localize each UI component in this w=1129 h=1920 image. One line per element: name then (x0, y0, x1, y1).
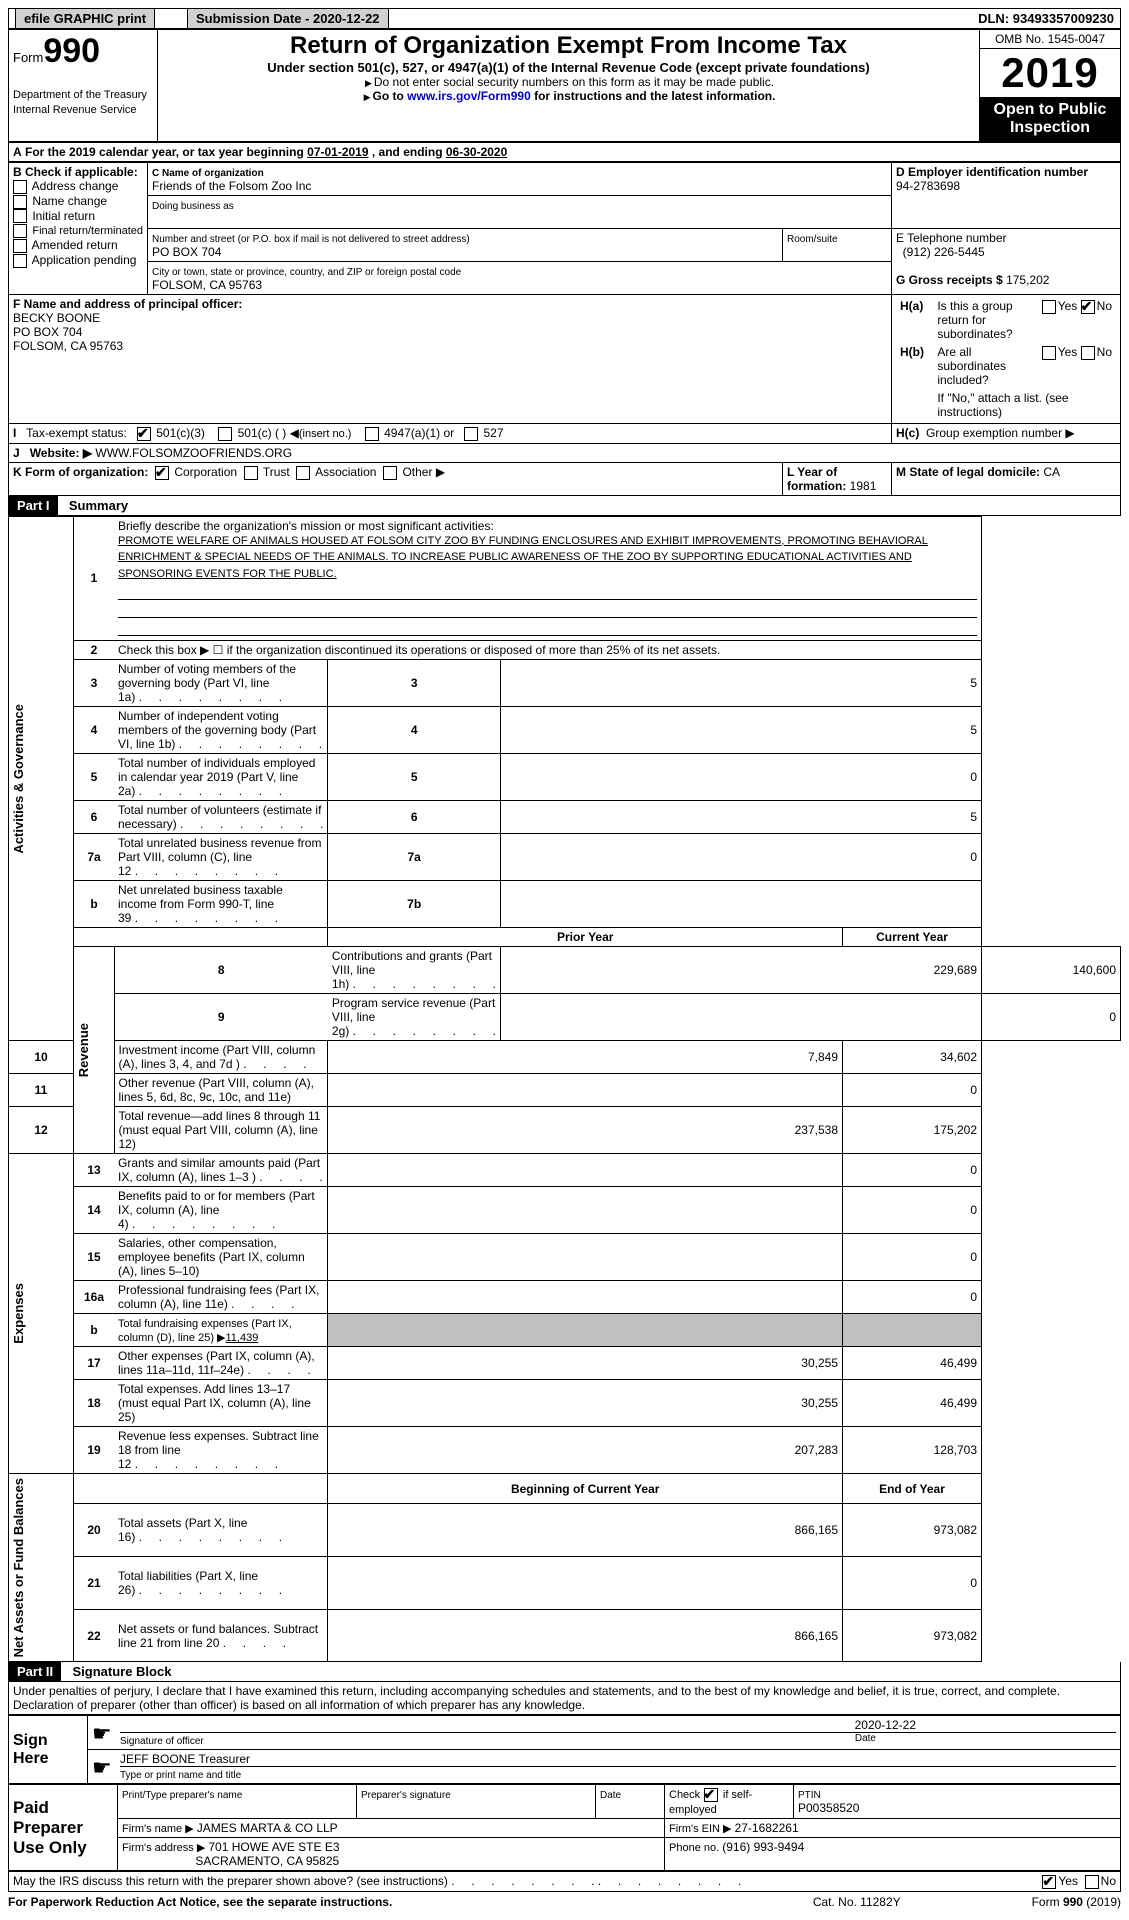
gross-receipts: 175,202 (1006, 273, 1049, 287)
firm-name: JAMES MARTA & CO LLP (197, 1821, 338, 1835)
page-footer: For Paperwork Reduction Act Notice, see … (8, 1892, 1121, 1912)
mission-text: PROMOTE WELFARE OF ANIMALS HOUSED AT FOL… (118, 535, 928, 580)
cb-assoc[interactable] (296, 466, 310, 480)
summary-table: Activities & Governance 1 Briefly descri… (8, 516, 1121, 1663)
form-header: Form990 Department of the Treasury Inter… (8, 29, 1121, 142)
d-label: D Employer identification number (896, 165, 1088, 179)
ty-begin: 07-01-2019 (307, 145, 368, 159)
ty-end: 06-30-2020 (446, 145, 507, 159)
cb-amended-return[interactable] (13, 239, 27, 253)
g-label: G Gross receipts $ (896, 273, 1006, 287)
addr-value: PO BOX 704 (152, 245, 221, 259)
firm-phone: (916) 993-9494 (722, 1840, 804, 1854)
perjury-text: Under penalties of perjury, I declare th… (8, 1682, 1121, 1715)
firm-addr2: SACRAMENTO, CA 95825 (195, 1854, 339, 1868)
officer-sig-name: JEFF BOONE Treasurer (120, 1752, 1116, 1767)
cb-ha-no[interactable] (1081, 300, 1095, 314)
v4: 5 (500, 707, 981, 754)
b-label: B Check if applicable: (13, 165, 138, 179)
form-number: 990 (43, 32, 100, 70)
part2-num: Part II (9, 1662, 61, 1681)
cb-self-employed[interactable] (704, 1788, 718, 1802)
efile-btn[interactable]: efile GRAPHIC print (15, 8, 155, 29)
topbar: efile GRAPHIC print Submission Date - 20… (8, 8, 1121, 29)
cb-final-return[interactable] (13, 224, 27, 238)
cb-app-pending[interactable] (13, 254, 27, 268)
cb-hb-yes[interactable] (1042, 346, 1056, 360)
irs-link[interactable]: www.irs.gov/Form990 (407, 89, 531, 103)
tab-ag: Activities & Governance (9, 700, 28, 858)
cb-address-change[interactable] (13, 180, 27, 194)
cb-other[interactable] (383, 466, 397, 480)
v5: 0 (500, 754, 981, 801)
paid-preparer-block: Paid Preparer Use Only Print/Type prepar… (8, 1784, 1121, 1871)
row-a: A For the 2019 calendar year, or tax yea… (8, 142, 1121, 162)
cb-527[interactable] (464, 427, 478, 441)
cb-trust[interactable] (244, 466, 258, 480)
v7b (500, 881, 981, 928)
dba-label: Doing business as (152, 201, 234, 212)
form-subtitle: Under section 501(c), 527, or 4947(a)(1)… (162, 60, 975, 75)
state-domicile: CA (1043, 465, 1060, 479)
form-title: Return of Organization Exempt From Incom… (162, 32, 975, 60)
firm-addr1: 701 HOWE AVE STE E3 (208, 1840, 339, 1854)
city-value: FOLSOM, CA 95763 (152, 278, 262, 292)
tab-na: Net Assets or Fund Balances (9, 1474, 28, 1661)
f-label: F Name and address of principal officer: (13, 297, 242, 311)
firm-ein: 27-1682261 (735, 1821, 799, 1835)
ptin-value: P00358520 (798, 1801, 859, 1815)
cb-ha-yes[interactable] (1042, 300, 1056, 314)
info-block: B Check if applicable: Address change Na… (8, 162, 1121, 496)
e-label: E Telephone number (896, 231, 1007, 245)
dept-label: Department of the Treasury Internal Reve… (13, 89, 147, 116)
cb-corp[interactable] (155, 466, 169, 480)
form-word: Form (13, 50, 43, 65)
tab-rev: Revenue (74, 1019, 93, 1081)
subdate-btn: Submission Date - 2020-12-22 (187, 8, 389, 29)
officer-name: BECKY BOONE (13, 311, 100, 325)
tab-exp: Expenses (9, 1279, 28, 1348)
v3: 5 (500, 660, 981, 707)
part2-title: Signature Block (64, 1664, 171, 1679)
org-name: Friends of the Folsom Zoo Inc (152, 179, 311, 193)
cb-hb-no[interactable] (1081, 346, 1095, 360)
phone-value: (912) 226-5445 (903, 245, 985, 259)
cb-4947[interactable] (365, 427, 379, 441)
city-label: City or town, state or province, country… (152, 267, 461, 278)
cb-initial-return[interactable] (13, 209, 27, 223)
dln-value: 93493357009230 (1013, 11, 1114, 26)
officer-addr1: PO BOX 704 (13, 325, 82, 339)
dln-label: DLN: (978, 11, 1013, 26)
part1-title: Summary (61, 498, 128, 513)
v7a: 0 (500, 834, 981, 881)
ein-value: 94-2783698 (896, 179, 960, 193)
omb-number: OMB No. 1545-0047 (980, 30, 1120, 49)
cb-discuss-yes[interactable] (1042, 1875, 1056, 1889)
year-formation: 1981 (850, 479, 877, 493)
part1-num: Part I (9, 496, 58, 515)
cb-501c[interactable] (218, 427, 232, 441)
open-inspection: Open to Public Inspection (980, 97, 1120, 141)
instr1: Do not enter social security numbers on … (374, 75, 774, 89)
cb-501c3[interactable] (137, 427, 151, 441)
v6: 5 (500, 801, 981, 834)
addr-label: Number and street (or P.O. box if mail i… (152, 234, 470, 245)
room-label: Room/suite (787, 234, 838, 245)
sign-here-block: Sign Here ☛ 2020-12-22 Signature of offi… (8, 1715, 1121, 1784)
cb-discuss-no[interactable] (1085, 1875, 1099, 1889)
officer-addr2: FOLSOM, CA 95763 (13, 339, 123, 353)
website: WWW.FOLSOMZOOFRIENDS.ORG (95, 446, 292, 460)
tax-year: 2019 (980, 49, 1120, 97)
cb-name-change[interactable] (13, 195, 27, 209)
